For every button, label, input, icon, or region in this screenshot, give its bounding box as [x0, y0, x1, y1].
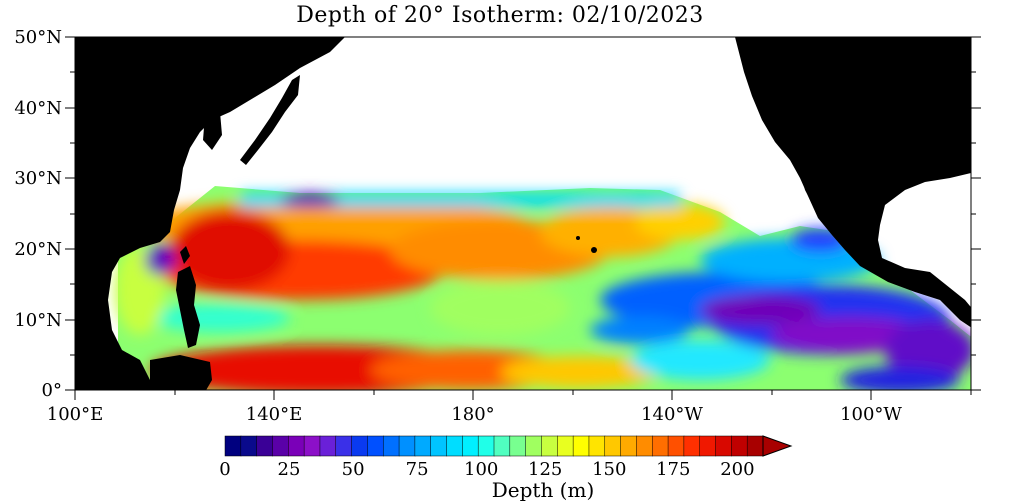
colorbar-overflow-arrow: [762, 435, 793, 457]
colorbar-swatch: [398, 435, 416, 457]
map-title: Depth of 20° Isotherm: 02/10/2023: [296, 3, 704, 28]
colorbar-swatch: [699, 435, 717, 457]
lat-label: 0°: [42, 380, 62, 401]
axis-ticks: [65, 36, 981, 400]
colorbar-tick-label: 50: [342, 459, 365, 480]
lat-label: 30°N: [14, 168, 62, 189]
land-mass: [75, 37, 971, 390]
longitude-labels: 100°E 140°E 180° 140°W 100°W: [47, 404, 903, 425]
colorbar-swatch: [667, 435, 685, 457]
colorbar-swatch: [256, 435, 274, 457]
colorbar-swatch: [477, 435, 495, 457]
colorbar-tick-label: 0: [219, 459, 230, 480]
colorbar-swatch: [620, 435, 637, 457]
colorbar-swatch: [367, 435, 384, 457]
lon-label: 100°W: [840, 404, 902, 425]
colorbar-swatch: [651, 435, 669, 457]
colorbar-swatch: [414, 435, 432, 457]
lon-label: 140°W: [641, 404, 703, 425]
colorbar-swatch: [382, 435, 400, 457]
lat-label: 40°N: [14, 98, 62, 119]
colorbar-tick-label: 100: [464, 459, 498, 480]
colorbar-tick-label: 75: [406, 459, 429, 480]
colorbar-tick-label: 150: [592, 459, 626, 480]
colorbar-swatch: [224, 435, 242, 457]
colorbar-tick-label: 125: [528, 459, 562, 480]
colorbar-label: Depth (m): [492, 478, 595, 502]
lon-label: 140°E: [246, 404, 303, 425]
colorbar-swatch: [335, 435, 353, 457]
colorbar-swatch: [604, 435, 622, 457]
colorbar-swatch: [572, 435, 590, 457]
colorbar-tick-label: 175: [656, 459, 690, 480]
lat-label: 20°N: [14, 239, 62, 260]
colorbar-swatch: [430, 435, 448, 457]
colorbar-swatch: [351, 435, 368, 457]
colorbar-swatch: [746, 435, 764, 457]
colorbar-swatch: [541, 435, 558, 457]
colorbar-swatch: [731, 435, 748, 457]
lon-label: 100°E: [47, 404, 104, 425]
colorbar-swatch: [557, 435, 574, 457]
colorbar-swatch: [509, 435, 527, 457]
colorbar: 0 25 50 75 100 125 150 175 200 Depth (m): [219, 435, 793, 502]
colorbar-swatch: [272, 435, 289, 457]
colorbar-swatch: [303, 435, 321, 457]
lat-label: 10°N: [14, 310, 62, 331]
colorbar-swatch: [683, 435, 701, 457]
lon-label: 180°: [451, 404, 494, 425]
colorbar-swatches: [224, 435, 764, 457]
colorbar-swatch: [319, 435, 337, 457]
colorbar-swatch: [588, 435, 606, 457]
colorbar-swatch: [446, 435, 463, 457]
colorbar-tick-labels: 0 25 50 75 100 125 150 175 200: [219, 459, 754, 480]
colorbar-swatch: [715, 435, 732, 457]
colorbar-tick-label: 25: [278, 459, 301, 480]
colorbar-swatch: [636, 435, 653, 457]
colorbar-swatch: [462, 435, 479, 457]
map-area: [75, 37, 971, 390]
colorbar-swatch: [288, 435, 305, 457]
lat-label: 50°N: [14, 27, 62, 48]
colorbar-tick-label: 200: [720, 459, 754, 480]
isotherm-depth-field: [115, 186, 971, 390]
colorbar-swatch: [525, 435, 543, 457]
latitude-labels: 50°N 40°N 30°N 20°N 10°N 0°: [14, 27, 62, 401]
colorbar-swatch: [240, 435, 258, 457]
colorbar-swatch: [493, 435, 511, 457]
